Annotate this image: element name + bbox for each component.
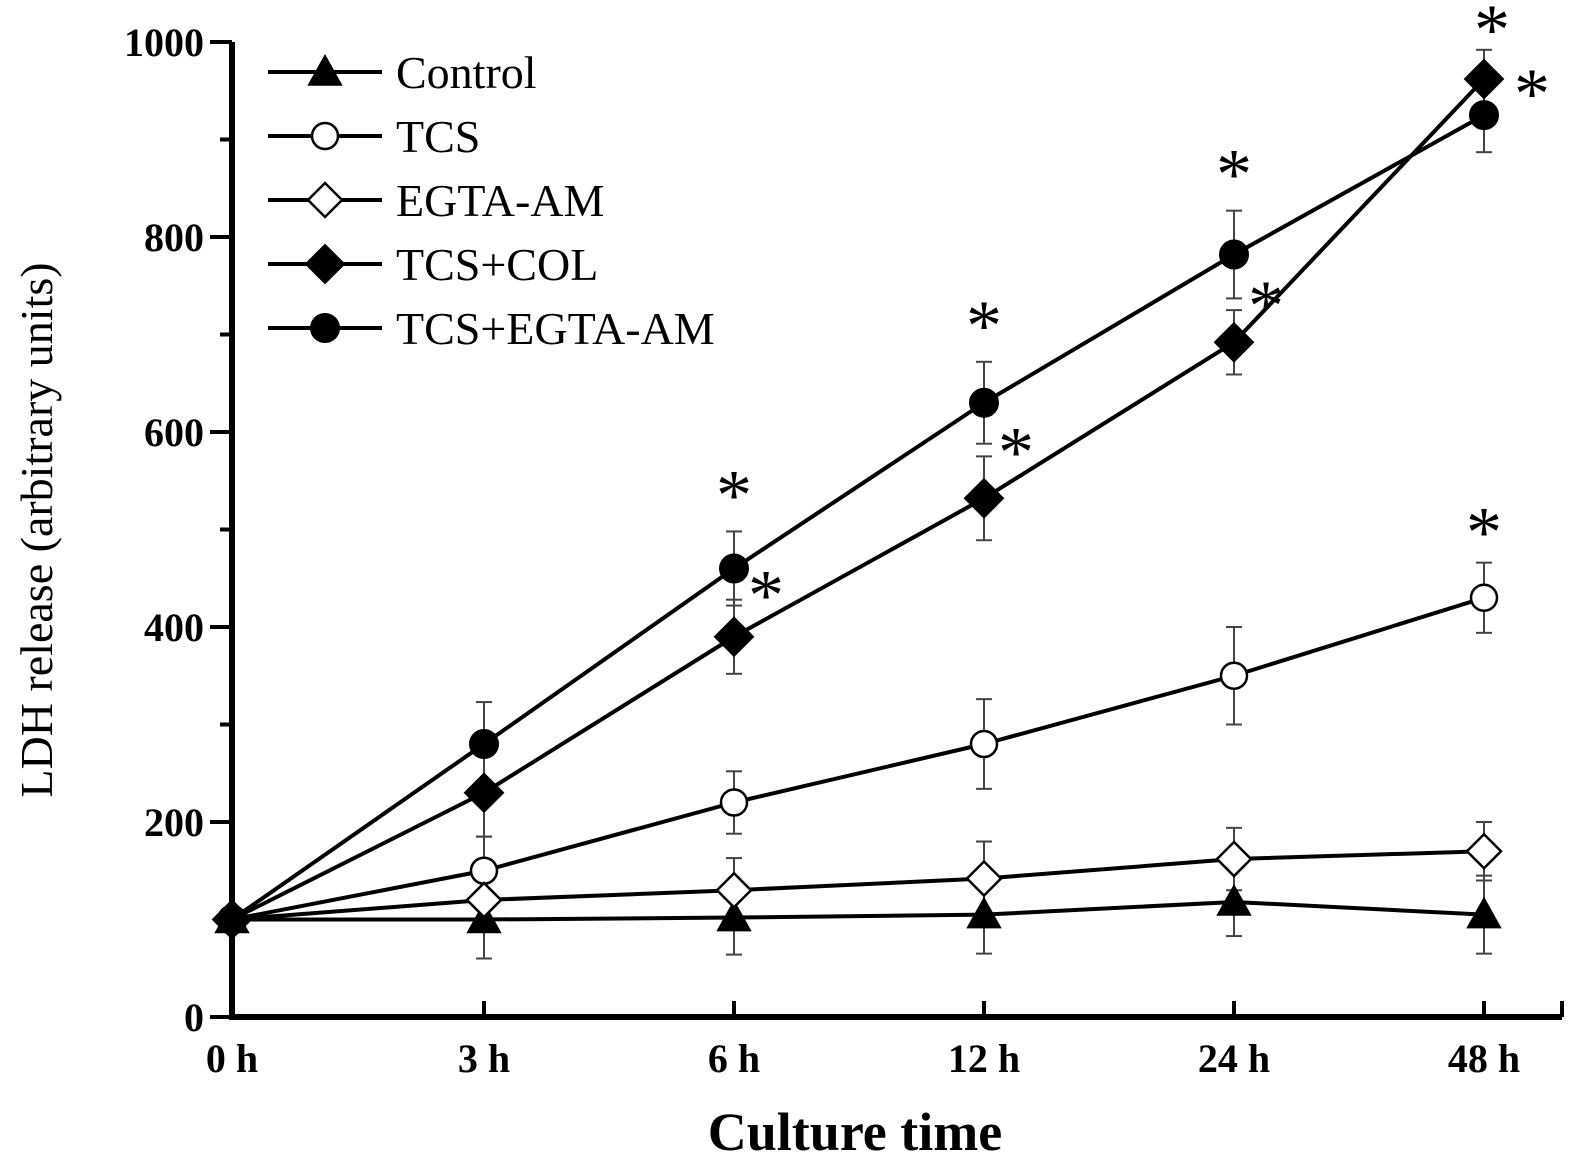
- y-tick-label: 400: [144, 605, 204, 650]
- series-line: [231, 595, 1485, 922]
- marker-filled-triangle: [1466, 896, 1502, 929]
- marker-open-diamond: [715, 871, 753, 910]
- y-tick-label: 600: [144, 410, 204, 455]
- legend-item: EGTA-AM: [268, 175, 604, 226]
- marker-filled-triangle: [307, 53, 343, 86]
- marker-filled-diamond: [713, 616, 755, 658]
- marker-open-circle: [969, 729, 999, 759]
- marker-filled-diamond: [963, 477, 1005, 519]
- significance-star: *: [1216, 135, 1252, 215]
- series-lines: [230, 77, 1486, 922]
- marker-filled-triangle: [1216, 883, 1252, 916]
- marker-filled-diamond: [463, 772, 505, 814]
- significance-star: *: [966, 286, 1002, 366]
- series-line: [232, 899, 1485, 922]
- marker-filled-triangle: [716, 899, 752, 932]
- legend-item: TCS: [268, 111, 480, 162]
- marker-open-diamond: [1465, 832, 1503, 871]
- significance-star: *: [1474, 0, 1510, 70]
- legend-label: TCS+EGTA-AM: [396, 303, 715, 354]
- significance-markers: *********: [716, 0, 1550, 636]
- legend-label: Control: [396, 47, 537, 98]
- x-tick-label: 6 h: [708, 1036, 760, 1081]
- significance-star: *: [1514, 54, 1550, 134]
- marker-filled-triangle: [966, 896, 1002, 929]
- significance-star: *: [748, 556, 784, 636]
- marker-filled-diamond: [304, 243, 346, 285]
- x-axis-label: Culture time: [708, 1102, 1002, 1162]
- marker-filled-circle: [310, 313, 340, 343]
- marker-filled-circle: [1219, 239, 1249, 270]
- legend-label: TCS: [396, 111, 480, 162]
- legend-label: TCS+COL: [396, 239, 598, 290]
- marker-filled-circle: [1469, 100, 1499, 131]
- y-ticks: 0 200 400 600 800 1000: [124, 20, 232, 1040]
- marker-filled-circle: [469, 729, 499, 759]
- y-axis-label: LDH release (arbitrary units): [11, 262, 62, 797]
- significance-star: *: [1466, 493, 1502, 573]
- marker-filled-diamond: [1463, 58, 1505, 100]
- significance-star: *: [716, 455, 752, 535]
- legend-item: TCS+EGTA-AM: [268, 303, 715, 354]
- series-line: [231, 77, 1486, 922]
- marker-open-diamond: [306, 181, 344, 219]
- significance-star: *: [998, 412, 1034, 492]
- y-tick-label: 200: [144, 800, 204, 845]
- legend: Control TCS EGTA-AM TCS+COL TCS+EGTA-AM: [268, 47, 715, 354]
- marker-open-circle: [1469, 583, 1499, 612]
- marker-open-diamond: [465, 881, 503, 919]
- x-tick-label: 0 h: [206, 1036, 258, 1081]
- marker-filled-circle: [969, 387, 999, 418]
- marker-open-diamond: [1215, 840, 1253, 878]
- marker-filled-circle: [217, 904, 247, 935]
- marker-open-circle: [719, 788, 749, 817]
- x-tick-label: 12 h: [948, 1036, 1020, 1081]
- y-tick-label: 800: [144, 215, 204, 260]
- marker-filled-diamond: [1213, 321, 1255, 363]
- series-markers: [211, 58, 1505, 940]
- x-ticks: 0 h 3 h 6 h 12 h 24 h 48 h: [206, 1001, 1564, 1081]
- y-tick-label: 1000: [124, 20, 204, 65]
- legend-label: EGTA-AM: [396, 175, 604, 226]
- significance-star: *: [1248, 266, 1284, 346]
- series-line: [230, 113, 1485, 922]
- marker-open-diamond: [965, 859, 1003, 898]
- legend-item: Control: [268, 47, 537, 98]
- series-line: [231, 849, 1485, 922]
- marker-filled-circle: [719, 553, 749, 584]
- x-tick-label: 3 h: [458, 1036, 510, 1081]
- marker-open-circle: [469, 856, 499, 885]
- x-tick-label: 24 h: [1198, 1036, 1270, 1081]
- x-tick-label: 48 h: [1448, 1036, 1520, 1081]
- legend-item: TCS+COL: [268, 239, 598, 290]
- marker-open-circle: [1219, 661, 1249, 690]
- marker-open-circle: [310, 121, 340, 151]
- y-tick-label: 0: [184, 995, 204, 1040]
